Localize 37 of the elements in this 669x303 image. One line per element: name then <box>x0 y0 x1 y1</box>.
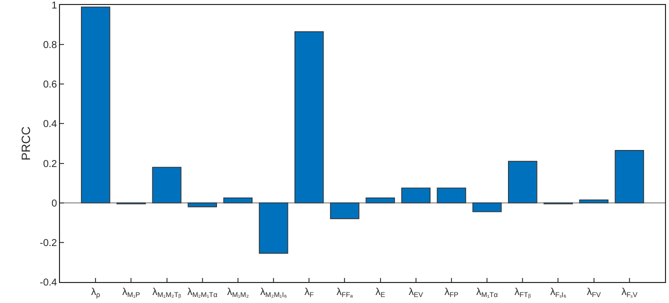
bar <box>472 202 502 212</box>
bar <box>579 199 608 204</box>
x-tick-label: λ$_{M₂M₁I₆}$ <box>260 287 287 300</box>
y-tick-label: 0.4 <box>43 119 58 130</box>
y-tick-label: 0 <box>51 198 58 210</box>
y-tick-label: 1 <box>51 0 58 12</box>
bar <box>188 202 217 208</box>
bar <box>436 188 466 204</box>
bar <box>80 6 110 204</box>
y-tick-label: -0.2 <box>40 238 58 249</box>
bar <box>508 160 538 204</box>
bar <box>258 202 288 254</box>
bar <box>152 166 182 204</box>
x-tick-label: λ$_{FFₐ}$ <box>336 287 354 300</box>
x-tick-label: λ$_{M₁M₂}$ <box>227 287 250 300</box>
bar <box>366 198 395 204</box>
x-tick-label: λ$_{M₁P}$ <box>122 287 140 300</box>
x-tick-label: λ$_{FₛI₆}$ <box>550 287 566 300</box>
y-axis-title: PRCC <box>19 126 34 161</box>
x-tick-label: λ$_{FP}$ <box>444 287 459 300</box>
y-tick-label: 0.6 <box>43 80 58 91</box>
bar <box>223 198 253 204</box>
x-tick-label: λ$_{FₛV}$ <box>621 287 638 300</box>
x-tick-label: λ$_{FV}$ <box>586 287 602 300</box>
y-tick-label: 0.2 <box>43 158 58 170</box>
bar <box>614 150 644 204</box>
y-tick-label: -0.4 <box>40 278 58 288</box>
x-tick-label: λ$_{FTᵦ}$ <box>514 287 532 300</box>
bar <box>294 31 324 204</box>
x-tick-label: λ$_{EV}$ <box>408 287 424 300</box>
y-tick-label: 0.8 <box>43 40 58 52</box>
x-tick-label: λ$_{F}$ <box>304 287 314 300</box>
x-tick-label: λ$_{E}$ <box>375 287 386 300</box>
x-tick-label: λ$_{M₁M₂Tᵦ}$ <box>152 287 182 300</box>
x-tick-label: λ$_{ρ}$ <box>91 287 100 300</box>
bar <box>330 202 360 220</box>
bar <box>401 188 431 204</box>
